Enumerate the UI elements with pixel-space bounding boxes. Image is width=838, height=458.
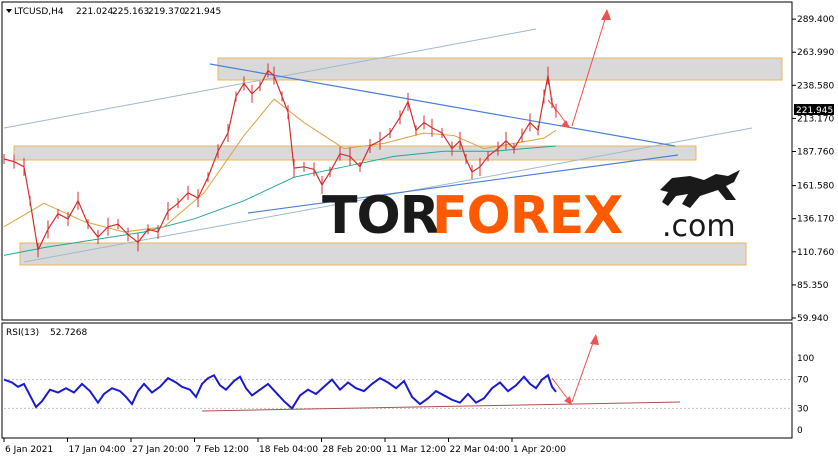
ohlc-open: 221.024: [76, 7, 113, 17]
channel-lower-line: [23, 127, 753, 263]
time-tick-label: 6 Jan 2021: [5, 445, 53, 455]
up-arrow-line: [571, 15, 607, 127]
trendlines: [3, 28, 753, 263]
rsi-line: [3, 373, 557, 410]
price-tick-label: 213.170: [797, 114, 834, 124]
support-zone: [19, 242, 747, 266]
current-price-box: [794, 104, 834, 115]
price-tick-label: 187.760: [797, 148, 834, 158]
rsi-support-line: [201, 401, 681, 412]
rsi-down-arrow-line: [551, 377, 571, 403]
ohlc-high: 225.163: [112, 7, 149, 17]
ohlc-close: 221.945: [184, 7, 221, 17]
time-tick-label: 27 Jan 20:00: [132, 445, 189, 455]
forecast-arrows-main: [547, 9, 611, 128]
main-panel-frame: [1, 1, 793, 321]
rsi-tick-label: 0: [797, 426, 803, 436]
middle-zone: [13, 145, 697, 161]
rsi-tick-label: 30: [797, 404, 809, 414]
price-tick-label: 85.350: [797, 281, 829, 291]
rsi-value: 52.7268: [50, 328, 87, 338]
logo-text-tor: TOR: [322, 186, 439, 246]
descending-trendline: [209, 63, 676, 147]
rsi-up-arrow-line: [571, 339, 595, 403]
ma-orange-layer: [3, 98, 557, 233]
rsi-down-arrow-head: [564, 396, 572, 405]
dropdown-triangle-icon: [6, 9, 12, 13]
rsi-panel-frame: [1, 322, 793, 439]
forecast-arrows-rsi: [551, 334, 599, 405]
time-tick-label: 7 Feb 12:00: [196, 445, 250, 455]
price-tick-label: 238.580: [797, 81, 834, 91]
time-tick-label: 22 Mar 04:00: [450, 445, 510, 455]
time-tick-label: 18 Feb 04:00: [259, 445, 318, 455]
time-tick-label: 11 Mar 12:00: [386, 445, 446, 455]
rsi-tick-label: 100: [797, 354, 814, 364]
bull-icon: [660, 170, 740, 208]
time-tick-label: 17 Jan 04:00: [69, 445, 126, 455]
price-axis: 289.400 263.990 238.580 213.170 187.760 161.5…: [792, 15, 834, 324]
price-tick-label: 263.990: [797, 48, 834, 58]
time-tick-label: 1 Apr 20:00: [513, 445, 566, 455]
rsi-layer: [3, 373, 557, 410]
up-arrow-head: [601, 9, 611, 20]
ma-orange-line: [3, 98, 557, 233]
logo-text-forex: FOREX: [432, 186, 623, 246]
price-layer: [3, 63, 557, 258]
resistance-zone: [217, 57, 783, 81]
current-price-label: 221.945: [796, 106, 833, 116]
price-tick-label: 136.170: [797, 215, 834, 225]
torforex-logo: TOR FOREX .com: [322, 170, 740, 246]
price-tick-label: 110.760: [797, 248, 834, 258]
rsi-label: RSI(13): [6, 328, 39, 338]
down-arrow-head: [561, 120, 570, 128]
zones: [13, 57, 783, 266]
rsi-up-arrow-head: [590, 334, 599, 345]
down-arrow-line: [547, 99, 569, 127]
rsi-tick-label: 70: [797, 376, 809, 386]
price-tick-label: 289.400: [797, 15, 834, 25]
time-tick-label: 28 Feb 20:00: [323, 445, 382, 455]
channel-upper-line: [3, 28, 537, 129]
time-axis: 6 Jan 2021 17 Jan 04:00 27 Jan 20:00 7 Feb …: [3, 438, 566, 455]
current-price-marker: 221.945: [794, 104, 834, 116]
rsi-grid: [4, 379, 790, 409]
ascending-trendline: [247, 154, 679, 214]
rsi-axis: 100 70 30 0: [797, 354, 814, 436]
price-tick-label: 161.580: [797, 182, 834, 192]
price-tick-label: 59.940: [797, 314, 829, 324]
ohlc-low: 219.370: [148, 7, 185, 17]
chart-header: LTCUSD,H4 221.024 225.163 219.370 221.94…: [6, 7, 221, 17]
logo-text-com: .com: [662, 209, 736, 244]
symbol-label: LTCUSD,H4: [14, 7, 64, 17]
